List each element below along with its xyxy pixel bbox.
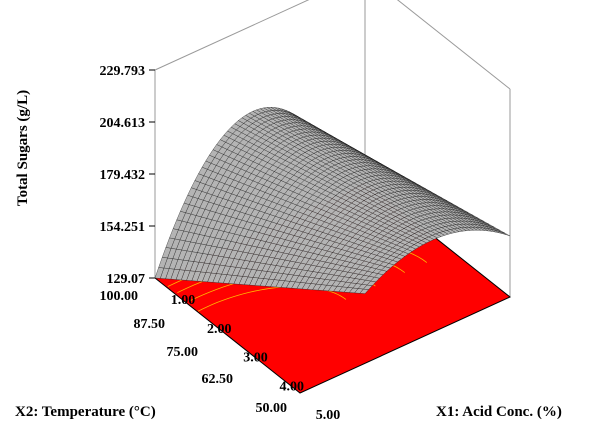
- x-tick-label: 5.00: [316, 408, 341, 421]
- z-tick-label: 129.07: [107, 272, 146, 287]
- z-tick-label: 229.793: [100, 64, 146, 79]
- y-tick-label: 100.00: [100, 289, 139, 304]
- surface-cell: [296, 115, 306, 122]
- z-axis-title: Total Sugars (g/L): [15, 90, 31, 206]
- y-tick-label: 87.50: [134, 317, 166, 332]
- y-tick-label: 75.00: [167, 345, 199, 360]
- x-axis-title: X1: Acid Conc. (%): [436, 404, 562, 420]
- z-tick-label: 204.613: [100, 116, 146, 131]
- y-tick-label: 62.50: [202, 372, 234, 387]
- z-tick-label: 179.432: [100, 168, 146, 183]
- y-axis-title: X2: Temperature (°C): [15, 404, 156, 420]
- x-tick-label: 1.00: [171, 293, 196, 308]
- y-tick-label: 50.00: [256, 401, 288, 416]
- z-tick-label: 154.251: [100, 220, 146, 235]
- x-tick-label: 3.00: [243, 351, 268, 366]
- response-surface: [154, 107, 511, 294]
- tick-labels: 129.07 154.251 179.432 204.613 229.793 1.00 2.…: [100, 64, 341, 421]
- x-tick-label: 4.00: [280, 379, 305, 394]
- box-edge-4: [396, 0, 511, 90]
- x-tick-label: 2.00: [207, 322, 232, 337]
- box-edge-3: [154, 0, 310, 71]
